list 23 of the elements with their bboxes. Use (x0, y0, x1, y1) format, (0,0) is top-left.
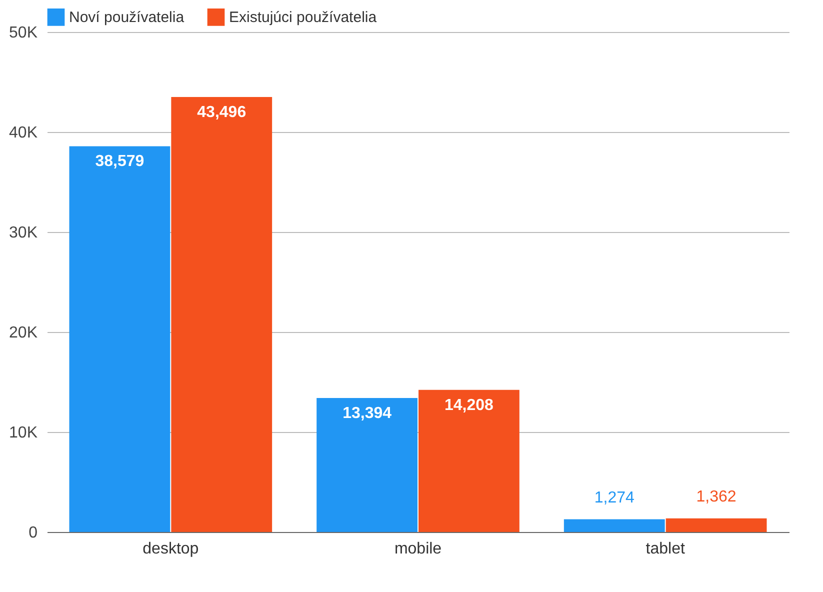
y-tick-label: 0 (28, 524, 38, 542)
data-label: 38,579 (95, 153, 144, 170)
x-tick-label: tablet (646, 540, 686, 558)
y-tick-label: 40K (9, 124, 38, 142)
bar (418, 390, 520, 532)
data-label: 1,274 (594, 489, 634, 506)
y-tick-label: 10K (9, 424, 38, 442)
bar (564, 519, 665, 532)
y-tick-label: 50K (9, 24, 38, 42)
x-tick-label: desktop (142, 540, 199, 558)
data-label: 1,362 (696, 488, 736, 506)
data-label: 43,496 (197, 104, 246, 122)
bar (316, 398, 418, 532)
bar (69, 146, 170, 532)
data-label: 13,394 (342, 405, 392, 422)
bar (171, 97, 272, 532)
bar (666, 518, 767, 532)
y-tick-label: 30K (9, 224, 38, 242)
legend-label: Existujúci používatelia (229, 9, 378, 26)
data-label: 14,208 (444, 396, 494, 414)
legend-label: Noví používatelia (69, 9, 185, 26)
x-tick-label: mobile (394, 540, 442, 558)
y-tick-label: 20K (9, 324, 38, 342)
